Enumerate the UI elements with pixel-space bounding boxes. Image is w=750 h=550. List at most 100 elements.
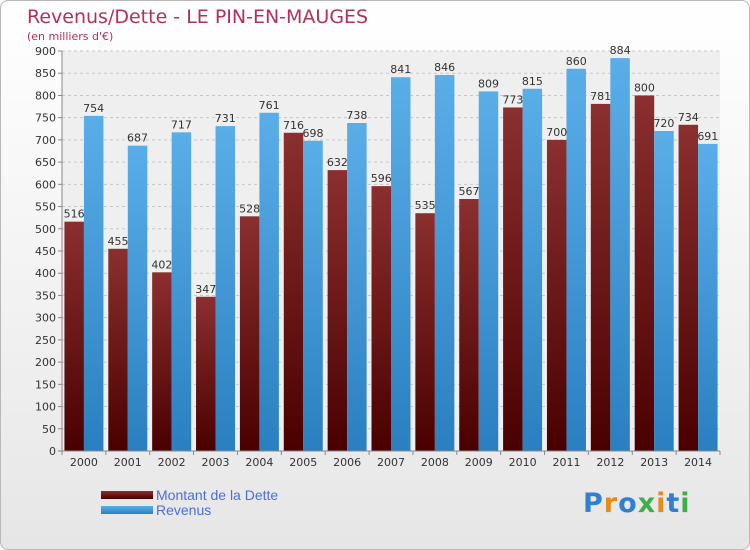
y-tick-label: 250 [35, 334, 56, 347]
x-tick-label-2004: 2004 [245, 456, 273, 469]
bar-revenue-2004 [259, 112, 279, 452]
x-tick-label-2010: 2010 [509, 456, 537, 469]
bar-debt-2013 [634, 95, 655, 451]
bar-debt-2000 [64, 221, 84, 451]
data-label-debt-2013: 800 [634, 81, 655, 94]
y-tick-label: 850 [35, 67, 56, 80]
data-label-debt-2010: 773 [502, 93, 523, 106]
bar-debt-2003 [196, 296, 216, 451]
data-label-debt-2004: 528 [239, 202, 260, 215]
bar-revenue-2006 [347, 123, 367, 451]
data-label-revenue-2010: 815 [522, 75, 543, 88]
data-label-debt-2014: 734 [678, 111, 699, 124]
data-label-debt-2000: 516 [64, 208, 85, 221]
y-tick-label: 450 [35, 245, 56, 258]
bar-debt-2014 [678, 124, 699, 452]
data-label-revenue-2000: 754 [83, 102, 104, 115]
bar-revenue-2005 [303, 140, 323, 451]
legend-label-revenue: Revenus [156, 502, 212, 518]
bar-debt-2009 [459, 199, 479, 451]
x-tick-label-2011: 2011 [552, 456, 580, 469]
data-label-debt-2007: 596 [371, 172, 392, 185]
data-label-debt-2008: 535 [415, 199, 436, 212]
chart-title: Revenus/Dette - LE PIN-EN-MAUGES [27, 6, 369, 28]
bar-revenue-2002 [171, 132, 192, 452]
data-label-debt-2006: 632 [327, 156, 348, 169]
x-tick-label-2001: 2001 [114, 456, 142, 469]
data-label-revenue-2004: 761 [259, 99, 280, 112]
data-label-revenue-2009: 809 [478, 77, 499, 90]
x-tick-label-2003: 2003 [202, 456, 230, 469]
bar-debt-2012 [590, 103, 611, 451]
legend-swatch-debt [101, 491, 153, 499]
bar-debt-2007 [371, 186, 391, 451]
bar-debt-2004 [239, 216, 260, 451]
x-tick-label-2007: 2007 [377, 456, 405, 469]
chart-subtitle: (en milliers d'€) [27, 30, 114, 43]
x-tick-label-2005: 2005 [289, 456, 317, 469]
bar-debt-2002 [152, 272, 172, 451]
data-label-revenue-2002: 717 [171, 118, 192, 131]
data-label-debt-2002: 402 [151, 258, 172, 271]
bar-revenue-2007 [391, 77, 411, 451]
x-tick-label-2000: 2000 [70, 456, 98, 469]
data-label-revenue-2003: 731 [215, 112, 236, 125]
data-label-revenue-2007: 841 [390, 63, 411, 76]
bar-revenue-2000 [83, 115, 104, 451]
axes: 0 50 100 150 200 250 300 350 400 450 500 550 600 650 7… [35, 45, 721, 469]
x-tick-label-2002: 2002 [158, 456, 186, 469]
data-label-revenue-2005: 698 [303, 127, 324, 140]
y-tick-label: 150 [35, 378, 56, 391]
y-tick-label: 550 [35, 201, 56, 214]
y-tick-label: 300 [35, 312, 56, 325]
y-tick-label: 500 [35, 223, 56, 236]
bar-debt-2010 [503, 107, 523, 451]
x-tick-label-2009: 2009 [465, 456, 493, 469]
data-label-revenue-2011: 860 [566, 55, 587, 68]
data-label-revenue-2008: 846 [434, 61, 455, 74]
bar-revenue-2010 [522, 88, 543, 452]
bar-debt-2001 [108, 248, 128, 451]
bar-revenue-2011 [566, 68, 586, 452]
y-tick-label: 650 [35, 156, 56, 169]
legend-swatch-revenue [101, 506, 153, 514]
y-tick-label: 900 [35, 45, 56, 58]
y-tick-label: 750 [35, 112, 56, 125]
bar-revenue-2008 [434, 75, 455, 451]
bar-revenue-2003 [215, 126, 236, 451]
bar-debt-2008 [415, 213, 435, 451]
data-label-debt-2005: 716 [283, 119, 304, 132]
data-label-revenue-2006: 738 [346, 109, 367, 122]
data-label-revenue-2013: 720 [653, 117, 674, 130]
y-tick-label: 350 [35, 289, 56, 302]
bar-debt-2005 [283, 132, 304, 451]
proxiti-logo: Proxiti [583, 488, 691, 519]
data-label-revenue-2001: 687 [127, 132, 148, 145]
y-tick-label: 0 [49, 445, 56, 458]
legend-label-debt: Montant de la Dette [156, 487, 279, 503]
y-tick-label: 400 [35, 267, 56, 280]
bar-debt-2006 [327, 170, 348, 451]
y-tick-label: 600 [35, 178, 56, 191]
data-label-debt-2001: 455 [108, 235, 129, 248]
bar-revenue-2009 [478, 91, 499, 451]
bar-debt-2011 [546, 139, 567, 451]
x-tick-label-2012: 2012 [596, 456, 624, 469]
y-tick-label: 50 [42, 423, 56, 436]
bar-revenue-2013 [654, 131, 674, 451]
y-tick-label: 200 [35, 356, 56, 369]
data-label-debt-2009: 567 [458, 185, 479, 198]
y-tick-label: 700 [35, 134, 56, 147]
data-label-debt-2003: 347 [195, 283, 216, 296]
data-label-debt-2012: 781 [590, 90, 611, 103]
data-label-revenue-2012: 884 [610, 44, 631, 57]
data-label-revenue-2014: 691 [697, 130, 718, 143]
y-tick-label: 800 [35, 89, 56, 102]
bar-revenue-2014 [698, 143, 718, 451]
x-tick-label-2008: 2008 [421, 456, 449, 469]
bar-revenue-2012 [610, 58, 630, 451]
bar-revenue-2001 [127, 145, 148, 451]
